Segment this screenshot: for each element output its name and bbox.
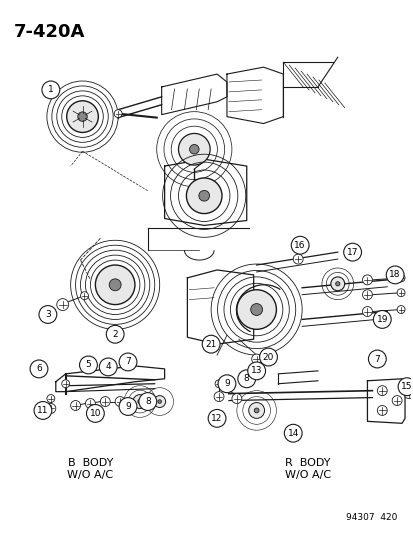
Text: B  BODY
W/O A/C: B BODY W/O A/C xyxy=(67,458,113,480)
Text: 4: 4 xyxy=(105,362,111,372)
Circle shape xyxy=(396,305,404,313)
Circle shape xyxy=(237,370,255,387)
Circle shape xyxy=(215,380,223,387)
Text: 1: 1 xyxy=(48,85,54,94)
Text: 20: 20 xyxy=(262,352,273,361)
Circle shape xyxy=(99,358,117,376)
Circle shape xyxy=(115,397,125,407)
Circle shape xyxy=(114,110,122,118)
Circle shape xyxy=(362,290,371,300)
Text: 94307  420: 94307 420 xyxy=(345,513,396,522)
Text: 5: 5 xyxy=(85,360,91,369)
Circle shape xyxy=(214,392,223,401)
Text: 8: 8 xyxy=(145,397,150,406)
Circle shape xyxy=(368,350,385,368)
Text: 17: 17 xyxy=(346,248,358,257)
Circle shape xyxy=(396,274,404,282)
Circle shape xyxy=(248,402,264,418)
Text: 19: 19 xyxy=(376,315,387,324)
Circle shape xyxy=(396,289,404,297)
Circle shape xyxy=(30,360,48,378)
Circle shape xyxy=(62,380,69,387)
Circle shape xyxy=(157,400,161,403)
Text: 6: 6 xyxy=(36,365,42,374)
Circle shape xyxy=(189,144,199,154)
Circle shape xyxy=(57,298,69,311)
Circle shape xyxy=(373,311,390,328)
Circle shape xyxy=(86,405,104,422)
Circle shape xyxy=(178,133,210,165)
Circle shape xyxy=(330,277,344,290)
Circle shape xyxy=(291,236,309,254)
Circle shape xyxy=(362,275,371,285)
Circle shape xyxy=(78,112,87,122)
Text: R  BODY
W/O A/C: R BODY W/O A/C xyxy=(284,458,330,480)
Circle shape xyxy=(218,375,235,393)
Circle shape xyxy=(46,403,56,414)
Circle shape xyxy=(138,399,142,403)
Circle shape xyxy=(254,408,259,413)
Circle shape xyxy=(71,401,81,410)
Circle shape xyxy=(362,306,371,317)
Circle shape xyxy=(66,101,98,132)
Circle shape xyxy=(186,178,221,214)
Text: 7: 7 xyxy=(125,358,131,367)
Text: 2: 2 xyxy=(112,330,118,339)
Circle shape xyxy=(109,279,121,290)
Circle shape xyxy=(397,378,413,395)
Text: 16: 16 xyxy=(294,241,305,250)
Circle shape xyxy=(139,393,157,410)
Circle shape xyxy=(39,305,57,324)
Circle shape xyxy=(284,424,301,442)
Circle shape xyxy=(153,395,165,408)
Text: 10: 10 xyxy=(89,409,101,418)
Circle shape xyxy=(34,401,52,419)
Text: 7: 7 xyxy=(374,354,379,364)
Circle shape xyxy=(391,395,401,406)
Circle shape xyxy=(259,348,277,366)
Circle shape xyxy=(119,398,137,415)
Circle shape xyxy=(250,304,262,316)
Text: 8: 8 xyxy=(243,374,249,383)
Circle shape xyxy=(100,397,110,407)
Circle shape xyxy=(231,394,241,403)
Text: 9: 9 xyxy=(223,379,229,388)
Text: 9: 9 xyxy=(125,402,131,411)
Circle shape xyxy=(335,282,339,286)
Circle shape xyxy=(133,394,147,408)
Circle shape xyxy=(202,335,219,353)
Circle shape xyxy=(376,406,386,415)
Circle shape xyxy=(251,354,261,364)
Text: 21: 21 xyxy=(205,340,216,349)
Circle shape xyxy=(208,409,225,427)
Text: 7-420A: 7-420A xyxy=(13,22,84,41)
Circle shape xyxy=(236,290,276,329)
Text: 18: 18 xyxy=(389,270,400,279)
Text: 15: 15 xyxy=(400,382,412,391)
Circle shape xyxy=(42,81,59,99)
Circle shape xyxy=(81,292,88,300)
Circle shape xyxy=(247,362,265,380)
Circle shape xyxy=(376,386,386,395)
Circle shape xyxy=(292,254,302,264)
Circle shape xyxy=(403,389,413,399)
Text: 11: 11 xyxy=(37,406,49,415)
Circle shape xyxy=(385,266,403,284)
Circle shape xyxy=(119,353,137,371)
Text: 3: 3 xyxy=(45,310,51,319)
Circle shape xyxy=(79,356,97,374)
Text: 14: 14 xyxy=(287,429,298,438)
Text: 13: 13 xyxy=(250,366,262,375)
Circle shape xyxy=(85,399,95,408)
Circle shape xyxy=(95,265,135,304)
Circle shape xyxy=(47,394,55,402)
Circle shape xyxy=(198,190,209,201)
Text: 12: 12 xyxy=(211,414,222,423)
Circle shape xyxy=(106,325,124,343)
Circle shape xyxy=(343,243,361,261)
